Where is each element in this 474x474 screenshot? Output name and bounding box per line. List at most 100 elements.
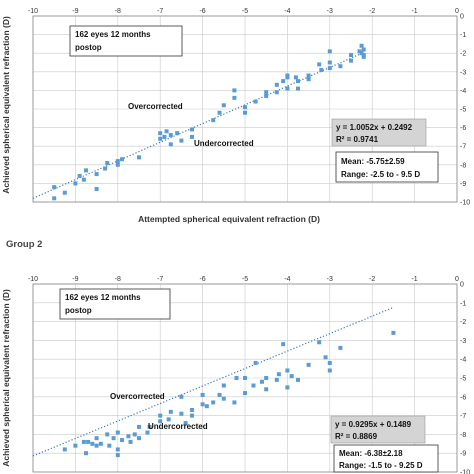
y-tick-label: -6 <box>460 125 466 132</box>
data-point <box>175 131 180 136</box>
x-tick-label: -6 <box>199 8 205 15</box>
data-point <box>115 447 120 452</box>
data-point <box>111 436 116 441</box>
data-point <box>179 394 184 399</box>
data-point <box>81 439 86 444</box>
data-point <box>264 90 269 95</box>
x-tick-label: 0 <box>455 276 459 283</box>
data-point <box>179 411 184 416</box>
data-point <box>243 105 247 110</box>
y-tick-label: -3 <box>460 338 466 345</box>
data-point <box>293 75 298 80</box>
trend-line <box>32 306 394 457</box>
data-point <box>323 355 328 360</box>
y-tick-label: -4 <box>460 88 466 95</box>
undercorrected-label: Undercorrected <box>148 422 208 431</box>
data-point <box>217 110 222 115</box>
data-point <box>90 441 95 446</box>
trend-line <box>32 51 364 199</box>
regression-equation: y = 1.0052x + 0.2492 <box>336 123 413 132</box>
chart-group-1: -10 -9 -8 -7 -6 -5 -4 -3 -2 -1 0 0-1-2-3-4-5-6-7-8… <box>1 8 470 224</box>
y-tick-label: -1 <box>460 32 466 39</box>
data-point <box>211 400 216 405</box>
data-point <box>120 438 125 443</box>
data-point <box>183 421 188 426</box>
data-point <box>147 424 152 429</box>
data-point <box>86 439 91 444</box>
data-point <box>120 157 125 162</box>
x-tick-label: -7 <box>157 276 163 283</box>
data-point <box>391 330 396 335</box>
data-point <box>137 424 141 429</box>
data-point <box>145 430 150 435</box>
data-point <box>103 166 108 171</box>
data-point <box>84 451 88 456</box>
data-point <box>204 404 209 409</box>
data-point <box>73 181 78 186</box>
y-axis-label: Achieved spherical equivalent refraction… <box>1 16 11 194</box>
data-point <box>281 342 286 347</box>
data-point <box>359 51 364 56</box>
data-point <box>285 385 290 390</box>
data-point <box>158 136 163 141</box>
data-point <box>274 377 279 382</box>
y-tick-label: -5 <box>460 107 466 114</box>
x-tick-label: -8 <box>115 8 121 15</box>
data-point <box>94 443 99 448</box>
data-point <box>259 379 264 384</box>
y-tick-label: -6 <box>460 394 466 401</box>
data-point <box>94 186 99 191</box>
x-tick-label: -8 <box>115 276 121 283</box>
data-point <box>73 443 78 448</box>
y-tick-label: -9 <box>460 181 466 188</box>
data-point <box>361 53 366 58</box>
group-2-label: Group 2 <box>6 239 42 250</box>
data-point <box>357 49 362 54</box>
data-point <box>327 49 332 54</box>
x-tick-label: -4 <box>284 276 290 283</box>
data-point <box>276 372 281 377</box>
data-point <box>128 439 133 444</box>
data-point <box>232 95 237 100</box>
data-point <box>317 62 322 67</box>
data-point <box>105 160 110 165</box>
data-point <box>296 377 300 382</box>
data-point <box>179 138 184 143</box>
y-tick-label: -7 <box>460 413 466 420</box>
data-point <box>264 93 269 98</box>
data-point <box>52 185 57 190</box>
x-tick-label: -9 <box>72 276 78 283</box>
x-tick-label: 0 <box>455 8 459 15</box>
data-point <box>217 392 222 397</box>
data-point <box>77 173 82 178</box>
x-tick-label: -6 <box>199 276 205 283</box>
data-point <box>81 177 86 182</box>
x-tick-label: -10 <box>28 8 38 15</box>
y-tick-label: -7 <box>460 144 466 151</box>
data-point <box>274 82 279 87</box>
data-point <box>251 383 256 388</box>
plot-frame <box>32 15 458 203</box>
data-point <box>306 73 311 78</box>
regression-box <box>331 118 427 147</box>
data-point <box>349 58 353 63</box>
data-point <box>285 86 290 91</box>
chart-group-2: -10 -9 -8 -7 -6 -5 -4 -3 -2 -1 0 0-1-2-3-4-5-6-7-8… <box>1 276 470 474</box>
range-label: Range: -2.5 to - 9.5 D <box>341 170 420 179</box>
data-point <box>84 168 88 173</box>
data-point <box>52 196 57 201</box>
regression-box <box>330 415 426 444</box>
data-point <box>162 134 167 139</box>
data-point <box>327 66 332 71</box>
data-point <box>62 190 67 195</box>
x-axis-label: Attempted spherical equivalent refractio… <box>138 214 320 224</box>
data-point <box>285 368 290 373</box>
data-point <box>274 90 279 95</box>
data-point <box>296 79 300 84</box>
data-point <box>361 47 366 52</box>
r-squared: R² = 0.8869 <box>335 432 378 441</box>
header-box <box>59 288 171 320</box>
data-point <box>115 159 120 164</box>
data-point <box>317 340 322 345</box>
